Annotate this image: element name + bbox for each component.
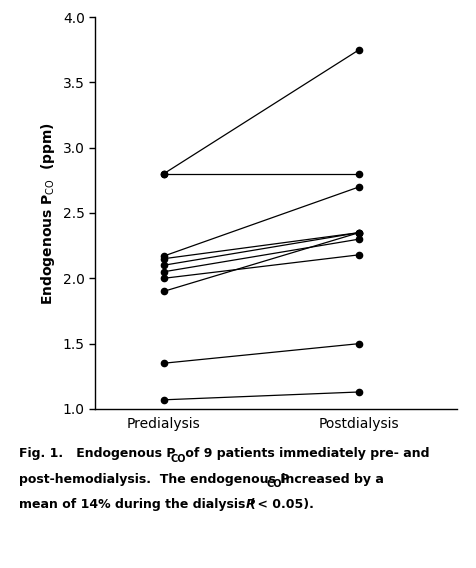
Y-axis label: Endogenous P$_\mathrm{CO}$  (ppm): Endogenous P$_\mathrm{CO}$ (ppm) <box>39 122 57 304</box>
Text: CO: CO <box>170 454 186 464</box>
Text: mean of 14% during the dialysis (: mean of 14% during the dialysis ( <box>19 498 256 511</box>
Text: of 9 patients immediately pre- and: of 9 patients immediately pre- and <box>181 447 429 460</box>
Text: P: P <box>246 498 255 511</box>
Text: Fig. 1.   Endogenous P: Fig. 1. Endogenous P <box>19 447 176 460</box>
Text: < 0.05).: < 0.05). <box>253 498 314 511</box>
Text: CO: CO <box>267 479 282 490</box>
Text: post-hemodialysis.  The endogenous P: post-hemodialysis. The endogenous P <box>19 473 289 486</box>
Text: increased by a: increased by a <box>277 473 384 486</box>
